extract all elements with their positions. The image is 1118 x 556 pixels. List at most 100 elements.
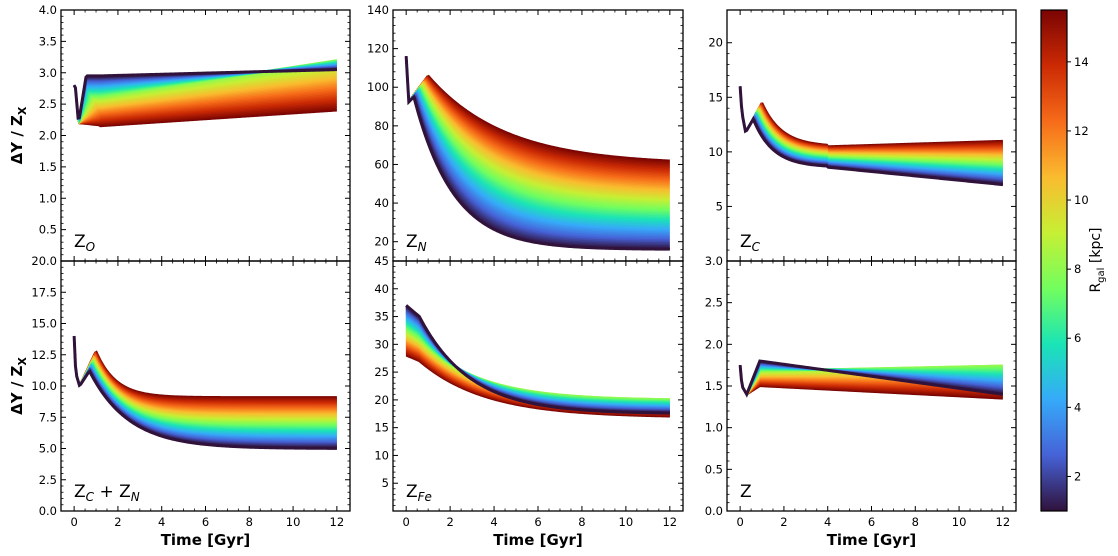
axes-frame <box>60 9 351 262</box>
x-tick-label: 12 <box>330 515 345 529</box>
axes-frame <box>392 260 684 512</box>
y-tick-label: 4.0 <box>39 3 57 17</box>
y-tick-label: 3.0 <box>39 66 57 80</box>
y-tick-label: 100 <box>367 80 389 94</box>
y-tick-label: 140 <box>367 3 389 17</box>
y-tick-label: 2.5 <box>705 296 723 310</box>
y-tick-label: 80 <box>374 119 389 133</box>
y-tick-label: 10.0 <box>31 379 57 393</box>
y-tick-label: 0.0 <box>39 504 57 518</box>
y-tick-label: 20 <box>374 235 389 249</box>
y-tick-label: 2.0 <box>705 337 723 351</box>
y-tick-label: 5 <box>382 476 389 490</box>
panel-annotation: ZC <box>740 232 761 254</box>
colorbar-tick-label: 8 <box>1074 262 1081 276</box>
panel-annotation: ZO <box>74 232 95 254</box>
colorbar-tick-label: 4 <box>1074 400 1081 414</box>
y-tick-label: 0.5 <box>705 462 723 476</box>
series-line-inner <box>404 56 670 251</box>
x-axis-label: Time [Gyr] <box>827 531 917 549</box>
y-tick-label: 60 <box>374 157 389 171</box>
y-tick-label: 12.5 <box>31 348 57 362</box>
x-axis-label: Time [Gyr] <box>161 531 251 549</box>
y-tick-label: 2.5 <box>39 97 57 111</box>
series-curves <box>738 86 1004 187</box>
x-tick-label: 8 <box>578 515 585 529</box>
y-tick-label: 1.5 <box>705 379 723 393</box>
y-tick-label: 3.0 <box>705 254 723 268</box>
series-line <box>405 56 670 245</box>
panel-annotation: ZC + ZN <box>74 482 140 504</box>
panel-top-middle: 20 40 60 80 100 120 140 ZN <box>367 3 684 262</box>
y-tick-label: 45 <box>374 254 389 268</box>
x-tick-label: 0 <box>70 515 77 529</box>
y-tick-label: 20 <box>374 393 389 407</box>
y-tick-label: 15.0 <box>31 317 57 331</box>
y-tick-label: 3.5 <box>39 34 57 48</box>
y-axis-label: ΔY / ZX <box>8 106 29 164</box>
x-tick-label: 4 <box>824 515 831 529</box>
x-tick-label: 12 <box>996 515 1011 529</box>
series-curves <box>738 359 1004 400</box>
colorbar-tick-label: 12 <box>1074 124 1089 138</box>
series-line-inner <box>405 304 670 415</box>
x-tick-label: 2 <box>114 515 121 529</box>
x-tick-label: 2 <box>446 515 453 529</box>
y-tick-label: 30 <box>374 337 389 351</box>
x-tick-label: 6 <box>202 515 209 529</box>
panel-annotation: ZN <box>406 232 427 254</box>
y-tick-label: 5.0 <box>39 442 57 456</box>
x-tick-label: 4 <box>490 515 497 529</box>
panel-annotation: Z <box>740 482 752 502</box>
series-line <box>405 56 670 238</box>
x-tick-label: 4 <box>158 515 165 529</box>
panel-top-left: 0.5 1.0 1.5 2.0 2.5 3.0 3.5 4.0 ZO ΔY / ZX <box>8 3 351 262</box>
y-tick-label: 2.5 <box>39 473 57 487</box>
panel-bottom-middle: 5 10 15 20 25 30 35 40 45 0 2 4 6 8 10 12 ZFe Time [Gyr] <box>374 254 684 549</box>
x-tick-label: 6 <box>868 515 875 529</box>
series-line <box>405 56 670 248</box>
series-line <box>405 56 670 243</box>
y-tick-label: 25 <box>374 365 389 379</box>
panel-top-right: 5 10 15 20 ZC <box>708 9 1017 262</box>
series-line-inner <box>738 86 1004 187</box>
y-tick-label: 20.0 <box>31 254 57 268</box>
y-tick-label: 1.0 <box>705 421 723 435</box>
colorbar-tick-label: 6 <box>1074 331 1081 345</box>
y-axis-label: ΔY / ZX <box>8 357 29 415</box>
x-tick-label: 8 <box>912 515 919 529</box>
y-tick-label: 0.0 <box>705 504 723 518</box>
panel-bottom-right: 0.0 0.5 1.0 1.5 2.0 2.5 3.0 0 2 4 6 8 10 12 Z Time [Gyr… <box>705 254 1017 549</box>
y-tick-label: 1.5 <box>39 160 57 174</box>
y-tick-label: 15 <box>374 421 389 435</box>
series-curves <box>405 304 670 418</box>
series-line-inner <box>72 68 337 120</box>
y-tick-label: 2.0 <box>39 129 57 143</box>
x-tick-label: 10 <box>286 515 301 529</box>
y-tick-label: 15 <box>708 90 723 104</box>
y-tick-label: 20 <box>708 36 723 50</box>
series-line <box>405 56 670 242</box>
colorbar-frame <box>1040 9 1068 512</box>
y-tick-label: 40 <box>374 196 389 210</box>
series-curves <box>72 335 337 450</box>
colorbar-tick-label: 2 <box>1074 469 1081 483</box>
y-tick-label: 0.5 <box>39 223 57 237</box>
x-tick-label: 2 <box>780 515 787 529</box>
y-tick-label: 1.0 <box>39 191 57 205</box>
series-curves <box>404 56 670 251</box>
x-tick-label: 0 <box>403 515 410 529</box>
colorbar-tick-label: 14 <box>1074 55 1089 69</box>
x-tick-label: 10 <box>952 515 967 529</box>
x-axis-label: Time [Gyr] <box>493 531 583 549</box>
colorbar-tick-label: 10 <box>1074 193 1089 207</box>
colorbar: 2 4 6 8 10 12 14 Rgal [kpc] <box>1040 9 1107 512</box>
y-tick-label: 10 <box>374 448 389 462</box>
y-tick-label: 35 <box>374 310 389 324</box>
series-line <box>405 56 670 239</box>
x-tick-label: 0 <box>736 515 743 529</box>
x-tick-label: 6 <box>534 515 541 529</box>
y-tick-label: 7.5 <box>39 410 57 424</box>
y-tick-label: 40 <box>374 282 389 296</box>
